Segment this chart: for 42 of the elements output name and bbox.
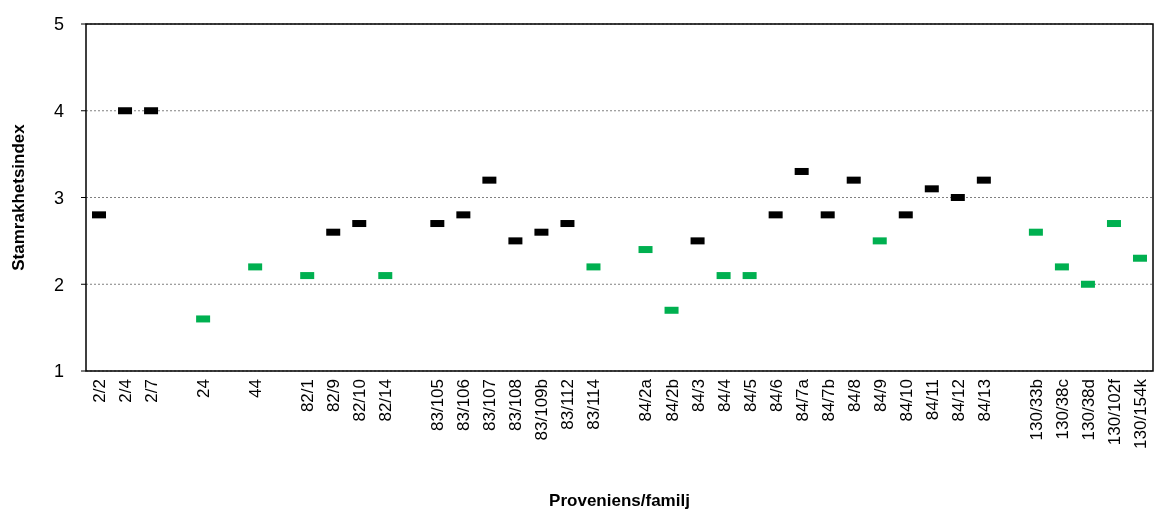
x-tick-label: 130/38c — [1052, 378, 1072, 440]
y-tick-label: 4 — [53, 101, 64, 122]
y-tick-label: 2 — [53, 274, 64, 295]
x-tick-label: 84/2a — [636, 378, 656, 422]
x-tick-label: 83/107 — [480, 379, 500, 431]
x-tick-label: 83/109b — [532, 379, 552, 441]
x-tick-label: 44 — [246, 379, 266, 398]
x-tick-label: 130/38d — [1078, 379, 1098, 441]
x-tick-label: 130/154k — [1130, 378, 1150, 449]
x-tick-label: 2/7 — [142, 379, 162, 403]
x-tick-label: 84/9 — [870, 379, 890, 413]
x-tick-label: 83/108 — [506, 379, 526, 431]
x-tick-label: 84/6 — [766, 379, 786, 413]
x-tick-label: 83/114 — [584, 379, 604, 430]
x-tick-label: 83/106 — [454, 379, 474, 431]
x-tick-label: 82/9 — [324, 379, 344, 413]
x-tick-label: 84/8 — [844, 379, 864, 413]
x-tick-label: 84/3 — [688, 379, 708, 413]
x-tick-label: 84/13 — [974, 379, 994, 422]
x-tick-label: 84/5 — [740, 379, 760, 413]
x-tick-label: 83/112 — [558, 379, 578, 430]
x-tick-label: 84/12 — [948, 379, 968, 422]
x-tick-label: 84/7a — [792, 378, 812, 422]
y-tick-label: 1 — [53, 361, 64, 382]
x-tick-label: 84/11 — [922, 379, 942, 421]
y-tick-label: 3 — [53, 187, 64, 208]
y-axis-title: Stamrakhetsindex — [9, 123, 28, 271]
x-tick-label: 24 — [194, 379, 214, 398]
x-tick-label: 2/2 — [89, 379, 109, 403]
x-tick-label: 84/2b — [662, 379, 682, 422]
y-tick-label: 5 — [53, 14, 64, 35]
x-tick-label: 82/14 — [376, 379, 396, 422]
x-tick-label: 84/7b — [818, 379, 838, 422]
x-tick-label: 130/33b — [1026, 379, 1046, 441]
x-tick-label: 130/102f — [1104, 378, 1124, 446]
x-tick-label: 83/105 — [428, 379, 448, 431]
x-tick-label: 2/4 — [115, 379, 135, 403]
x-tick-label: 82/10 — [350, 379, 370, 422]
x-tick-label: 84/10 — [896, 379, 916, 422]
x-tick-label: 82/1 — [298, 379, 318, 413]
x-axis-title: Proveniens/familj — [549, 491, 690, 510]
x-tick-label: 84/4 — [714, 379, 734, 413]
